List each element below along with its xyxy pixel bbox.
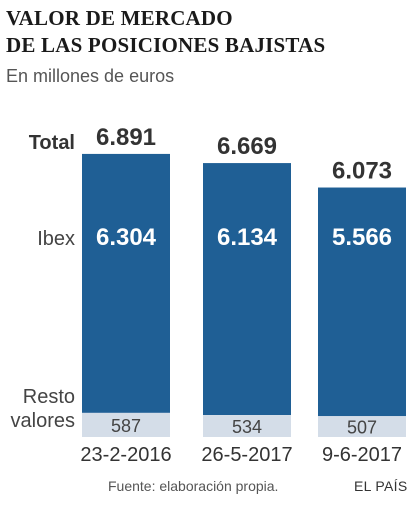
bar-ibex — [82, 153, 170, 413]
brand-logo: EL PAÍS — [354, 478, 408, 494]
data-label-resto-valores: 534 — [232, 417, 262, 437]
data-label-total: 6.891 — [96, 124, 156, 151]
chart-title-line-1: VALOR DE MERCADO — [6, 6, 233, 30]
data-label-ibex: 6.134 — [217, 224, 278, 251]
chart-subtitle: En millones de euros — [6, 66, 175, 86]
row-label-total: Total — [29, 132, 75, 154]
bar-ibex — [318, 187, 406, 417]
data-label-ibex: 5.566 — [332, 224, 392, 251]
source-note: Fuente: elaboración propia. — [108, 478, 279, 494]
x-tick-label: 23-2-2016 — [80, 444, 171, 466]
data-label-total: 6.669 — [217, 133, 277, 160]
row-label-resto-line-1: Resto — [23, 386, 75, 408]
row-label-ibex: Ibex — [37, 228, 75, 250]
bar-resto-valores — [82, 412, 170, 437]
data-label-total: 6.073 — [332, 158, 392, 185]
data-label-resto-valores: 507 — [347, 418, 377, 438]
bar-resto-valores — [318, 416, 406, 437]
chart-title-line-2: DE LAS POSICIONES BAJISTAS — [6, 33, 326, 57]
bar-ibex — [203, 163, 291, 416]
data-label-resto-valores: 587 — [111, 416, 141, 436]
x-tick-label: 9-6-2017 — [322, 444, 402, 466]
x-tick-label: 26-5-2017 — [201, 444, 292, 466]
chart-title: VALOR DE MERCADO DE LAS POSICIONES BAJIS… — [6, 5, 406, 59]
row-label-resto-line-2: valores — [11, 410, 75, 432]
data-label-ibex: 6.304 — [96, 224, 157, 251]
bar-resto-valores — [203, 415, 291, 437]
